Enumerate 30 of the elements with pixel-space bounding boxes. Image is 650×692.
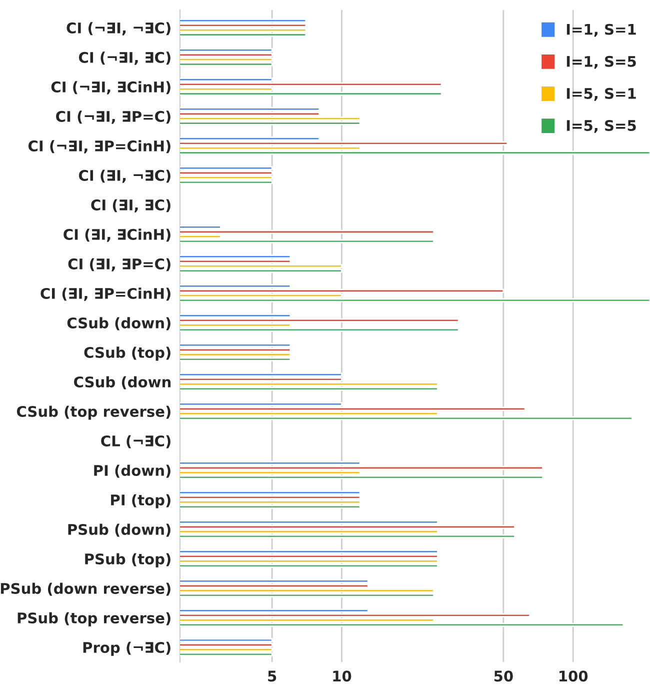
- y-tick-label: CI (¬∃I, ∃C): [78, 52, 170, 65]
- y-tick-label: PSub (top reverse): [18, 612, 170, 626]
- y-tick-label: CI (∃I, ∃P=C): [68, 258, 170, 272]
- y-tick-label: CI (∃I, ∃C): [91, 199, 170, 212]
- y-tick-label: PI (top): [111, 494, 170, 508]
- legend-label: I=5, S=1: [566, 88, 636, 101]
- y-tick-label: PSub (top): [85, 553, 170, 568]
- y-tick-label: CI (¬∃I, ∃P=C): [56, 110, 170, 124]
- y-tick-label: PSub (down): [68, 524, 170, 537]
- y-tick-label: PI (down): [94, 464, 170, 478]
- y-tick-label: CI (¬∃I, ∃P=CinH): [28, 140, 170, 154]
- y-tick-label: CI (¬∃I, ∃CinH): [51, 81, 170, 94]
- y-tick-label: CSub (down: [74, 376, 171, 390]
- x-tick-label: 5: [268, 670, 276, 682]
- legend-label: I=1, S=1: [566, 24, 636, 37]
- y-tick-label: CI (∃I, ∃P=CinH): [40, 288, 170, 301]
- x-tick-label: 50: [494, 670, 513, 682]
- y-tick-label: CI (∃I, ∃CinH): [64, 228, 170, 242]
- y-tick-label: CSub (top reverse): [16, 406, 170, 420]
- legend-label: I=5, S=5: [566, 120, 636, 133]
- y-tick-label: CSub (down): [67, 317, 170, 330]
- legend-label: I=1, S=5: [566, 56, 636, 69]
- y-tick-label: CL (¬∃C): [101, 435, 170, 448]
- x-tick-label: 10: [333, 670, 352, 682]
- y-tick-label: CI (∃I, ¬∃C): [78, 170, 170, 183]
- y-tick-label: CI (¬∃I, ¬∃C): [66, 22, 170, 36]
- x-tick-label: 100: [560, 670, 588, 682]
- y-tick-label: PSub (down reverse): [0, 582, 170, 596]
- y-tick-label: Prop (¬∃C): [83, 642, 170, 656]
- y-tick-label: CSub (top): [84, 346, 170, 361]
